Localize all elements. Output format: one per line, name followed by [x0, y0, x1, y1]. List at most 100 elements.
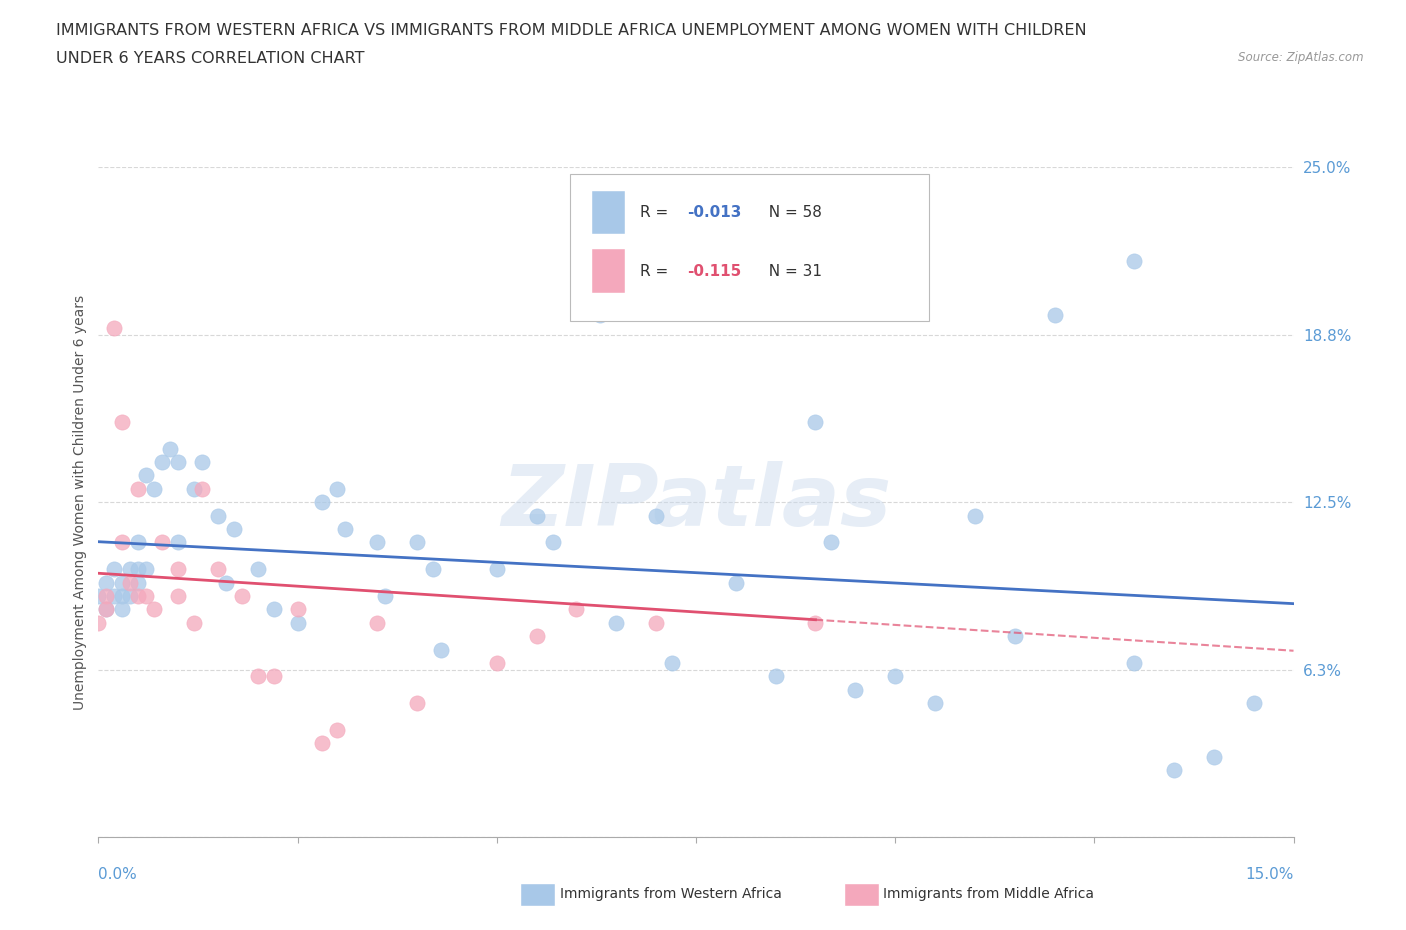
Point [215, 575, 238, 590]
Point [207, 562, 229, 577]
FancyBboxPatch shape [592, 249, 626, 293]
Point [111, 575, 134, 590]
Point [765, 669, 787, 684]
Point [246, 562, 269, 577]
Point [366, 535, 388, 550]
Point [111, 602, 134, 617]
Point [335, 522, 357, 537]
Point [87, 616, 110, 631]
Point [96, 575, 118, 590]
Point [724, 575, 747, 590]
Point [526, 629, 548, 644]
Point [96, 602, 118, 617]
Point [1243, 696, 1265, 711]
Point [111, 589, 134, 604]
Point [366, 616, 388, 631]
Point [127, 589, 149, 604]
Point [183, 482, 205, 497]
Point [422, 562, 444, 577]
Point [645, 508, 668, 523]
Point [96, 602, 118, 617]
Point [1163, 763, 1185, 777]
Point [143, 482, 166, 497]
Point [167, 455, 190, 470]
Point [1202, 750, 1225, 764]
Text: ZIPatlas: ZIPatlas [501, 460, 891, 544]
Text: N = 31: N = 31 [759, 264, 823, 279]
Point [326, 723, 349, 737]
Point [430, 642, 453, 657]
Point [924, 696, 946, 711]
Point [311, 495, 333, 510]
Point [804, 616, 827, 631]
Text: -0.013: -0.013 [688, 205, 742, 219]
Point [884, 669, 907, 684]
Point [143, 602, 166, 617]
Point [820, 535, 842, 550]
Point [120, 589, 142, 604]
Text: N = 58: N = 58 [759, 205, 823, 219]
Point [963, 508, 986, 523]
FancyBboxPatch shape [592, 191, 626, 234]
Point [135, 562, 157, 577]
Text: Source: ZipAtlas.com: Source: ZipAtlas.com [1239, 51, 1364, 64]
Point [183, 616, 205, 631]
Point [844, 683, 866, 698]
Point [311, 736, 333, 751]
Point [127, 482, 149, 497]
Text: UNDER 6 YEARS CORRELATION CHART: UNDER 6 YEARS CORRELATION CHART [56, 51, 364, 66]
Point [167, 589, 190, 604]
Point [406, 535, 429, 550]
Point [589, 307, 612, 322]
Point [159, 441, 181, 456]
Point [191, 455, 214, 470]
Text: 15.0%: 15.0% [1246, 867, 1294, 882]
Text: -0.115: -0.115 [688, 264, 742, 279]
Point [127, 562, 149, 577]
Text: R =: R = [640, 264, 673, 279]
Text: IMMIGRANTS FROM WESTERN AFRICA VS IMMIGRANTS FROM MIDDLE AFRICA UNEMPLOYMENT AMO: IMMIGRANTS FROM WESTERN AFRICA VS IMMIGR… [56, 23, 1087, 38]
Text: 0.0%: 0.0% [98, 867, 138, 882]
Point [605, 240, 627, 255]
Point [231, 589, 253, 604]
Text: Immigrants from Western Africa: Immigrants from Western Africa [560, 886, 782, 901]
Point [263, 602, 285, 617]
Point [120, 562, 142, 577]
Point [565, 602, 588, 617]
FancyBboxPatch shape [571, 174, 929, 322]
Text: Immigrants from Middle Africa: Immigrants from Middle Africa [883, 886, 1094, 901]
Point [541, 535, 564, 550]
Point [167, 535, 190, 550]
Point [127, 535, 149, 550]
Point [526, 508, 548, 523]
Point [127, 575, 149, 590]
Point [207, 508, 229, 523]
Point [1043, 307, 1066, 322]
Y-axis label: Unemployment Among Women with Children Under 6 years: Unemployment Among Women with Children U… [73, 295, 87, 710]
Point [167, 562, 190, 577]
Point [374, 589, 396, 604]
Point [326, 482, 349, 497]
Point [485, 656, 508, 671]
Point [1004, 629, 1026, 644]
Point [804, 415, 827, 430]
Point [485, 562, 508, 577]
Point [120, 575, 142, 590]
Point [605, 616, 627, 631]
Point [1123, 254, 1146, 269]
Point [263, 669, 285, 684]
Point [87, 589, 110, 604]
Point [287, 602, 309, 617]
Point [111, 415, 134, 430]
Point [103, 562, 125, 577]
Point [150, 535, 173, 550]
Point [406, 696, 429, 711]
Point [191, 482, 214, 497]
Point [287, 616, 309, 631]
Point [135, 589, 157, 604]
Point [111, 535, 134, 550]
Point [661, 656, 683, 671]
Point [103, 321, 125, 336]
Point [103, 589, 125, 604]
Point [222, 522, 245, 537]
